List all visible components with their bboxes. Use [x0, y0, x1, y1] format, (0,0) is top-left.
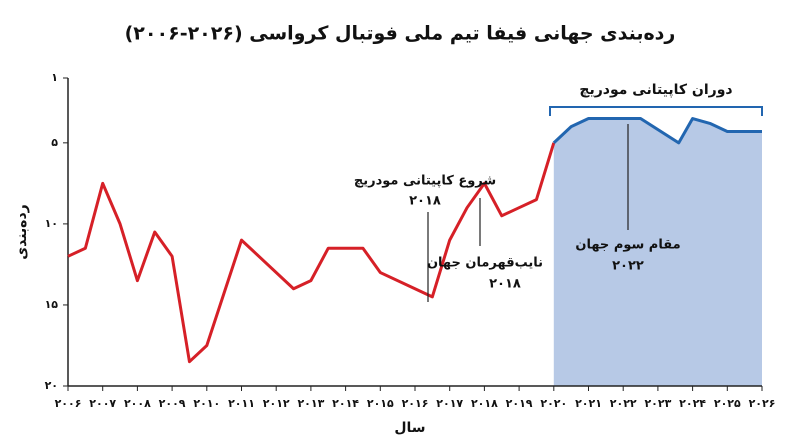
- x-tick-label: ۲۰۰۶: [55, 397, 82, 410]
- y-tick-label: ۱۰: [45, 217, 58, 230]
- x-axis-label: سال: [394, 420, 425, 436]
- line: [67, 142, 556, 364]
- x-tick-label: ۲۰۲۵: [714, 397, 741, 410]
- x-tick-label: ۲۰۱۴: [332, 397, 359, 410]
- x-tick-label: ۲۰۱۷: [436, 397, 463, 410]
- x-tick-label: ۲۰۲۴: [679, 397, 706, 410]
- line: [552, 117, 762, 145]
- x-tick-label: ۲۰۱۵: [367, 397, 394, 410]
- area: [553, 118, 762, 387]
- x-tick-label: ۲۰۰۹: [159, 397, 186, 410]
- annotation-year: ۲۰۱۸: [489, 277, 521, 292]
- annotation-text: دوران کاپیتانی مودریچ: [579, 82, 732, 98]
- x-tick-label: ۲۰۲۱: [575, 397, 602, 410]
- y-tick-label: ۱۵: [45, 298, 59, 311]
- x-tick-label: ۲۰۲۰: [540, 397, 567, 410]
- x-tick-label: ۲۰۲۲: [610, 397, 637, 410]
- x-tick-label: ۲۰۱۰: [193, 397, 220, 410]
- annotation-year: ۲۰۱۸: [409, 194, 441, 209]
- x-tick-label: ۲۰۱۶: [402, 397, 429, 410]
- x-tick-label: ۲۰۱۲: [263, 397, 290, 410]
- x-tick-label: ۲۰۰۷: [89, 397, 116, 410]
- x-tick-label: ۲۰۱۳: [297, 397, 324, 410]
- y-tick-label: ۲۰: [45, 379, 58, 392]
- y-tick-label: ۱: [51, 71, 58, 84]
- x-tick-label: ۲۰۱۱: [228, 397, 255, 410]
- x-tick-label: ۲۰۱۹: [506, 397, 533, 410]
- annotation-text: شروع کاپیتانی مودریچ: [354, 174, 496, 189]
- chart-title: رده‌بندی جهانی فیفا تیم ملی فوتبال کرواس…: [125, 23, 676, 45]
- x-tick-label: ۲۰۱۸: [471, 397, 498, 410]
- y-axis-label: رده‌بندی: [14, 204, 30, 259]
- bracket: [549, 106, 763, 116]
- annotation-year: ۲۰۲۲: [612, 259, 644, 274]
- x-tick-label: ۲۰۲۳: [644, 397, 671, 410]
- annotation-text: نایب‌قهرمان جهان: [427, 256, 543, 271]
- y-tick-label: ۵: [51, 136, 58, 149]
- annotation-text: مقام سوم جهان: [575, 238, 680, 253]
- x-tick-label: ۲۰۲۶: [749, 397, 776, 410]
- x-tick-label: ۲۰۰۸: [124, 397, 151, 410]
